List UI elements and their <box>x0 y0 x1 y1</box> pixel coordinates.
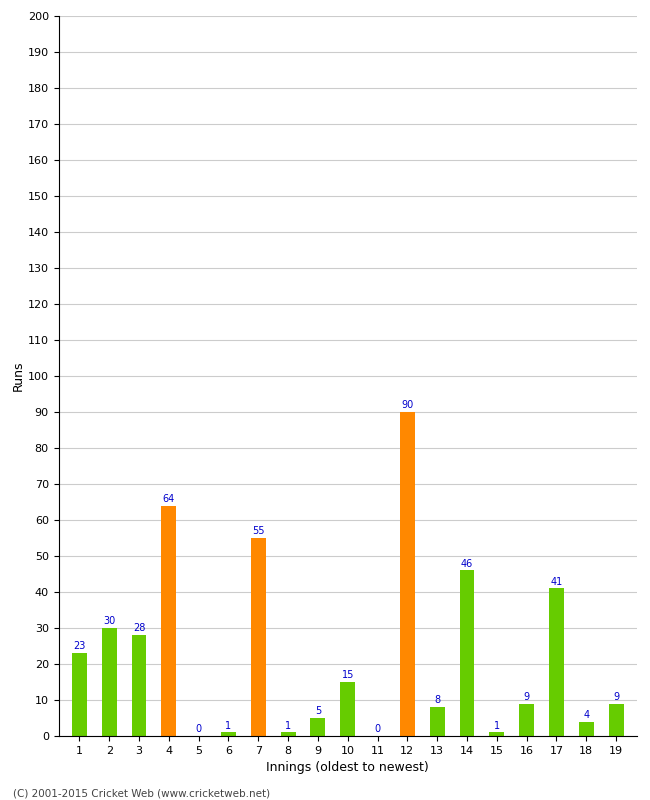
Bar <box>131 635 146 736</box>
Text: 28: 28 <box>133 623 145 634</box>
Text: 46: 46 <box>461 558 473 569</box>
Text: 64: 64 <box>162 494 175 504</box>
Text: 1: 1 <box>494 721 500 730</box>
Bar <box>489 733 504 736</box>
Bar <box>311 718 326 736</box>
Text: 5: 5 <box>315 706 321 716</box>
Bar <box>221 733 236 736</box>
Text: 1: 1 <box>285 721 291 730</box>
Bar <box>72 653 87 736</box>
Text: 90: 90 <box>401 400 413 410</box>
Bar <box>430 707 445 736</box>
Text: 9: 9 <box>524 692 530 702</box>
Text: 4: 4 <box>583 710 590 720</box>
Bar <box>400 412 415 736</box>
Bar <box>251 538 266 736</box>
Text: 0: 0 <box>196 724 202 734</box>
Text: 41: 41 <box>551 577 563 586</box>
Y-axis label: Runs: Runs <box>12 361 25 391</box>
Bar <box>549 589 564 736</box>
Text: (C) 2001-2015 Cricket Web (www.cricketweb.net): (C) 2001-2015 Cricket Web (www.cricketwe… <box>13 788 270 798</box>
Bar <box>341 682 355 736</box>
Text: 0: 0 <box>374 724 381 734</box>
Bar <box>281 733 296 736</box>
Text: 9: 9 <box>613 692 619 702</box>
Bar <box>519 704 534 736</box>
Text: 1: 1 <box>226 721 231 730</box>
Text: 23: 23 <box>73 642 86 651</box>
Text: 55: 55 <box>252 526 265 536</box>
X-axis label: Innings (oldest to newest): Innings (oldest to newest) <box>266 762 429 774</box>
Bar <box>161 506 176 736</box>
Bar <box>579 722 593 736</box>
Bar <box>102 628 116 736</box>
Text: 8: 8 <box>434 695 440 706</box>
Text: 30: 30 <box>103 616 115 626</box>
Text: 15: 15 <box>341 670 354 680</box>
Bar <box>608 704 623 736</box>
Bar <box>460 570 474 736</box>
